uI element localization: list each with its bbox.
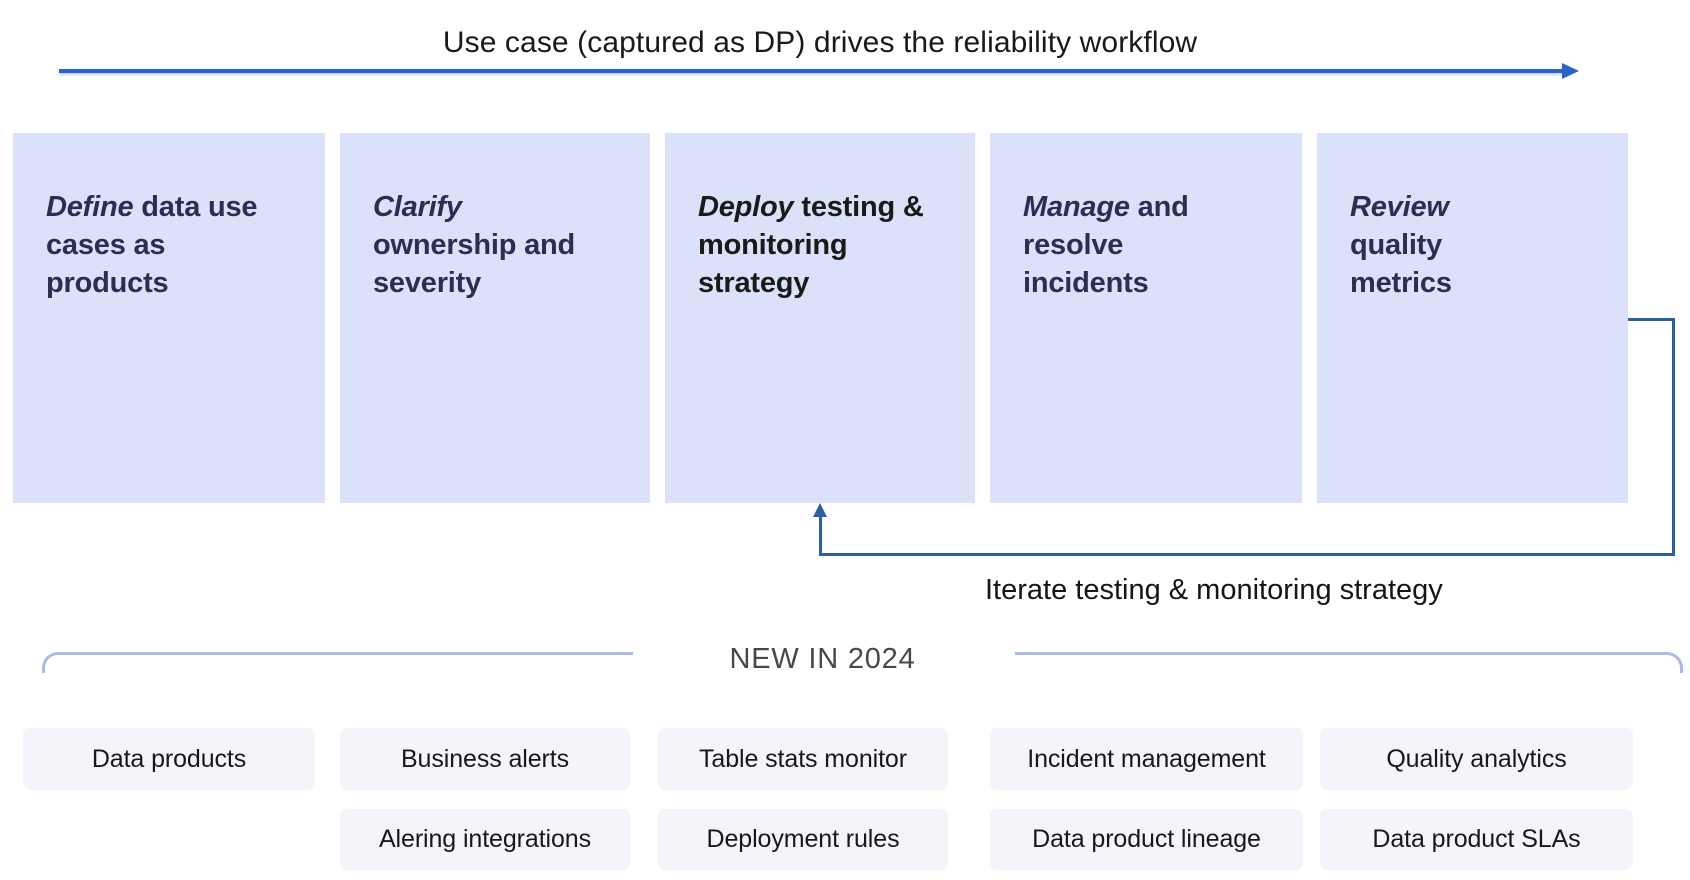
step-clarify-box: Clarify ownership and severity	[340, 133, 650, 503]
step-manage-rest: and resolve incidents	[1023, 191, 1189, 299]
right-arrowhead-icon	[1562, 63, 1579, 79]
step-define-rest: data use cases as products	[46, 191, 258, 299]
chip-quality-analytics: Quality analytics	[1320, 728, 1633, 790]
step-define-emphasis: Define	[46, 191, 134, 223]
chip-data-products: Data products	[23, 728, 315, 790]
step-manage-box: Manage and resolve incidents	[990, 133, 1302, 503]
iterate-loop-segment-bottom	[820, 553, 1675, 556]
use-case-flow-arrow-line	[59, 69, 1564, 73]
chip-business-alerts: Business alerts	[340, 728, 630, 790]
step-manage-label: Manage and resolve incidents	[1023, 188, 1213, 302]
step-define-label: Define data use cases as products	[46, 188, 261, 302]
up-arrowhead-icon	[813, 503, 827, 517]
step-review-box: Review quality metrics	[1317, 133, 1628, 503]
new-2024-bracket-right	[1015, 652, 1683, 673]
step-deploy-emphasis: Deploy	[698, 191, 794, 223]
step-clarify-rest: ownership and severity	[373, 229, 576, 299]
iterate-loop-segment-right	[1672, 318, 1675, 556]
step-clarify-label: Clarify ownership and severity	[373, 188, 603, 302]
iterate-loop-label: Iterate testing & monitoring strategy	[985, 574, 1443, 606]
step-manage-emphasis: Manage	[1023, 191, 1130, 223]
iterate-loop-segment-up	[819, 516, 822, 556]
chip-data-product-lineage: Data product lineage	[990, 809, 1303, 870]
iterate-loop-segment-top	[1628, 318, 1675, 321]
step-clarify-emphasis: Clarify	[373, 191, 462, 223]
step-review-emphasis: Review	[1350, 191, 1449, 223]
new-2024-heading: NEW IN 2024	[729, 643, 916, 675]
step-review-label: Review quality metrics	[1350, 188, 1520, 302]
step-review-rest: quality metrics	[1350, 229, 1452, 299]
chip-data-product-slas: Data product SLAs	[1320, 809, 1633, 870]
step-deploy-label: Deploy testing & monitoring strategy	[698, 188, 938, 302]
chip-alering-integrations: Alering integrations	[340, 809, 630, 870]
chip-table-stats-monitor: Table stats monitor	[658, 728, 948, 790]
step-deploy-rest: testing & monitoring strategy	[698, 191, 924, 299]
diagram-title: Use case (captured as DP) drives the rel…	[442, 26, 1198, 59]
chip-deployment-rules: Deployment rules	[658, 809, 948, 870]
step-deploy-box: Deploy testing & monitoring strategy	[665, 133, 975, 503]
step-define-box: Define data use cases as products	[13, 133, 325, 503]
chip-incident-management: Incident management	[990, 728, 1303, 790]
new-2024-bracket-left	[42, 652, 633, 673]
